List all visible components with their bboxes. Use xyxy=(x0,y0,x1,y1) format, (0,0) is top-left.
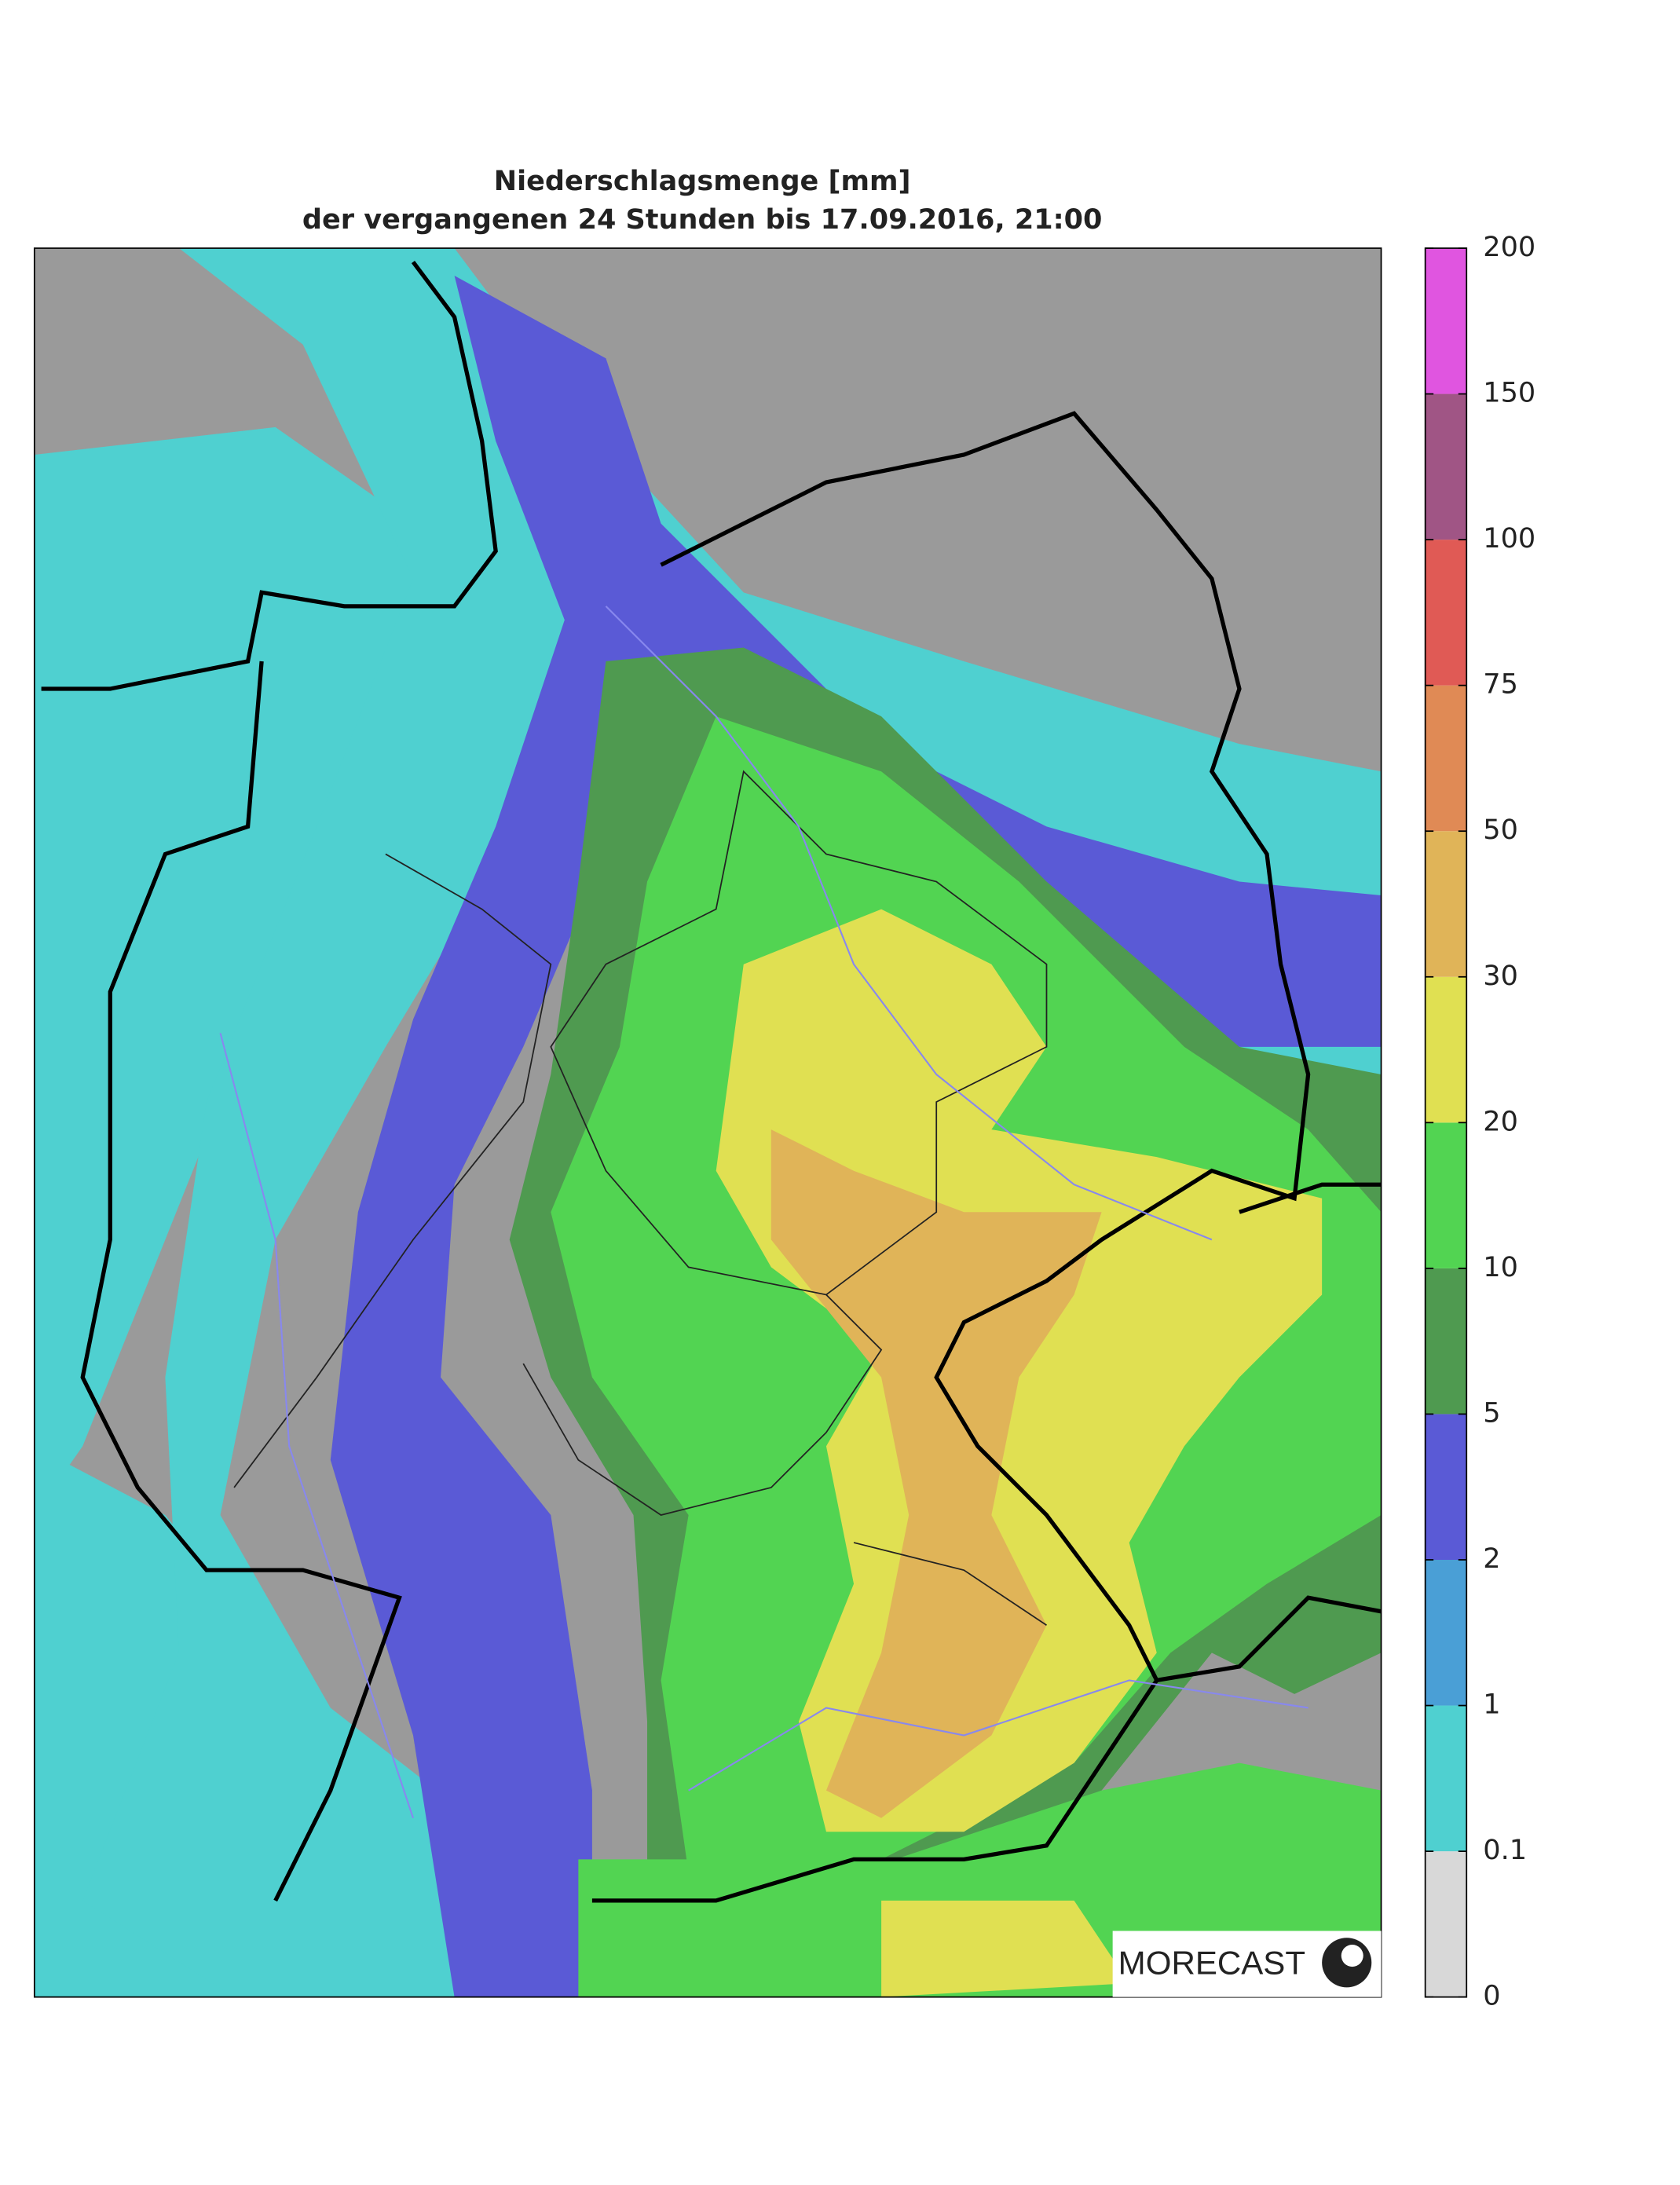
country-borders xyxy=(41,260,1382,1903)
colorbar-tick-label: 50 xyxy=(1483,814,1518,846)
state-borders xyxy=(233,770,1048,1627)
colorbar-tick-label: 10 xyxy=(1483,1251,1518,1283)
colorbar-tick-label: 0.1 xyxy=(1483,1834,1527,1866)
rain-area xyxy=(770,1129,1102,1818)
rain-area xyxy=(881,1900,1129,1997)
rain-area xyxy=(330,276,1382,1997)
colorbar-band xyxy=(1425,1851,1467,1997)
colorbar-band xyxy=(1425,1268,1467,1415)
colorbar-band xyxy=(1425,685,1467,832)
colorbar-tick-label: 0 xyxy=(1483,1980,1500,2012)
colorbar-tick-label: 1 xyxy=(1483,1689,1500,1721)
chart-subtitle: der vergangenen 24 Stunden bis 17.09.201… xyxy=(302,203,1102,236)
colorbar-tick-label: 5 xyxy=(1483,1396,1500,1429)
colorbar-tick-label: 2 xyxy=(1483,1543,1500,1575)
colorbar-tick-label: 30 xyxy=(1483,960,1518,992)
colorbar-tick-label: 150 xyxy=(1483,377,1535,409)
rain-area xyxy=(82,247,1382,1997)
map-frame xyxy=(33,247,1382,1998)
logo-icon xyxy=(1341,1945,1363,1967)
colorbar-band xyxy=(1425,1559,1467,1706)
colorbar-tick-label: 200 xyxy=(1483,231,1535,263)
colorbar-tick-label: 75 xyxy=(1483,668,1518,701)
chart-title: Niederschlagsmenge [mm] xyxy=(494,165,911,197)
colorbar: 0 0.1 1 2 5 10 20 30 50 75 100 150 200 xyxy=(1424,231,1535,2012)
colorbar-band xyxy=(1425,393,1467,540)
colorbar-band xyxy=(1425,1705,1467,1852)
colorbar-tick-label: 20 xyxy=(1483,1105,1518,1137)
colorbar-band xyxy=(1425,1122,1467,1268)
colorbar-band xyxy=(1425,1414,1467,1560)
rivers xyxy=(219,606,1308,1819)
colorbar-tick-label: 100 xyxy=(1483,522,1535,554)
colorbar-band xyxy=(1425,247,1467,394)
colorbar-band xyxy=(1425,540,1467,686)
colorbar-band xyxy=(1425,976,1467,1123)
map: MORECAST xyxy=(33,247,1382,1998)
logo: MORECAST xyxy=(1118,1944,1305,1981)
colorbar-band xyxy=(1425,831,1467,977)
